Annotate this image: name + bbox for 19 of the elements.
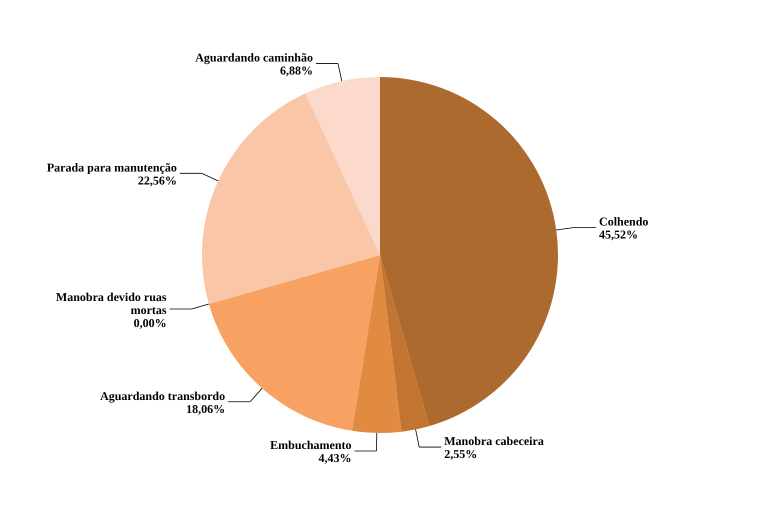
slice-label: Parada para manutenção xyxy=(46,160,177,174)
pie-slice xyxy=(352,255,402,433)
slice-label: Aguardando caminhão xyxy=(195,50,313,65)
data-label: 4,43% xyxy=(318,450,352,465)
slice-label: Colhendo xyxy=(599,214,648,229)
legend-label: Manobra devido ruas mortas xyxy=(56,290,167,317)
slice-label: Aguardando transbordo xyxy=(100,388,226,403)
slice-label: Embuchamento xyxy=(270,438,352,452)
slice-label: Manobra cabeceira xyxy=(444,434,544,448)
data-label: 6,88% xyxy=(280,64,313,78)
pie-slice xyxy=(305,77,380,255)
data-label: 18,06% xyxy=(186,402,226,416)
data-label: 2,55% xyxy=(444,447,478,462)
pie-slice xyxy=(380,77,558,426)
text: 0,00% xyxy=(134,316,167,330)
data-label: 22,56% xyxy=(138,173,177,188)
pie-slice xyxy=(202,93,380,304)
pie-slice xyxy=(380,255,430,432)
data-label: 45,52% xyxy=(599,228,638,242)
